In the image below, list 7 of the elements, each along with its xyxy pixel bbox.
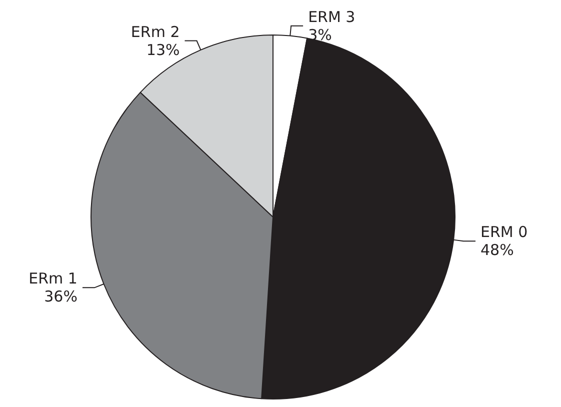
data-label: 13%: [146, 40, 180, 59]
slice-label: ERm 1: [28, 270, 78, 288]
slice-label: ERM 0: [480, 223, 528, 242]
slice-label: ERm 2: [130, 22, 180, 41]
data-label: 48%: [480, 241, 514, 260]
slice-label: ERM 3: [308, 8, 356, 26]
data-label: 36%: [44, 288, 78, 306]
